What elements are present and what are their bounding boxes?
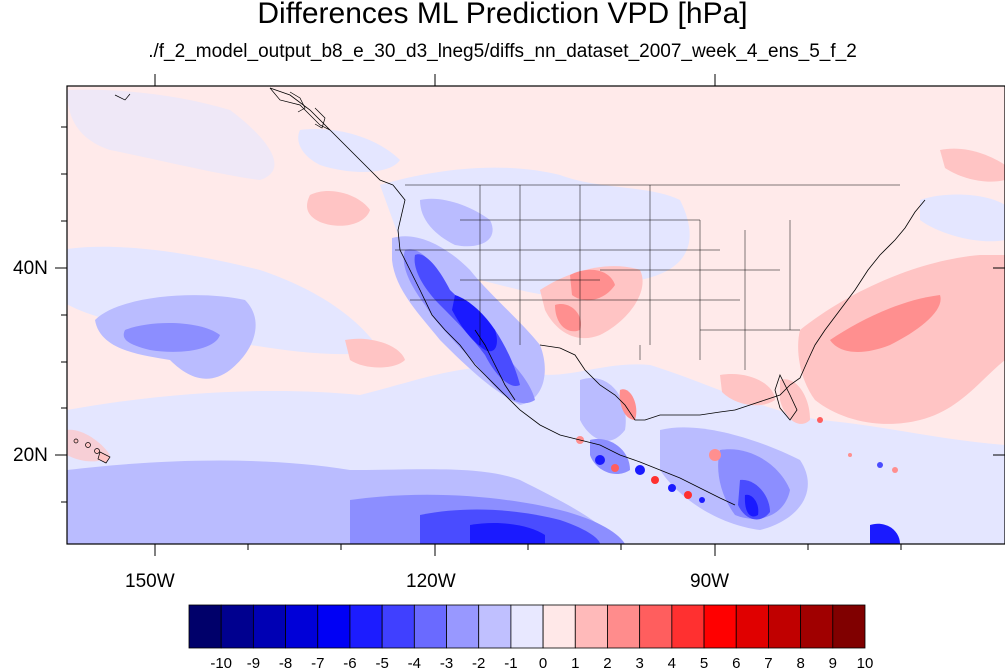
axis-ticks bbox=[55, 74, 1005, 556]
colorbar-swatch bbox=[285, 604, 319, 649]
colorbar-swatch bbox=[671, 604, 705, 649]
hawaii-islands bbox=[73, 438, 111, 464]
colorbar-tick-label: 8 bbox=[796, 655, 805, 672]
colorbar-tick-label: -5 bbox=[375, 655, 389, 672]
colorbar-tick-label: -1 bbox=[504, 655, 518, 672]
colorbar-tick-label: 4 bbox=[667, 655, 677, 672]
lat-label-40n: 40N bbox=[13, 258, 48, 279]
colorbar-tick-label: -4 bbox=[407, 655, 421, 672]
colorbar bbox=[188, 604, 866, 649]
colorbar-swatch bbox=[639, 604, 673, 649]
colorbar-tick-label: 9 bbox=[828, 655, 837, 672]
map-subtitle: ./f_2_model_output_b8_e_30_d3_lneg5/diff… bbox=[148, 41, 857, 62]
lon-label-120w: 120W bbox=[406, 571, 456, 592]
colorbar-tick-label: -2 bbox=[472, 655, 486, 672]
northern-coast bbox=[114, 87, 331, 131]
colorbar-tick-label: -9 bbox=[246, 655, 261, 672]
colorbar-tick-label: -3 bbox=[439, 655, 454, 672]
colorbar-swatch bbox=[478, 604, 512, 649]
colorbar-swatch bbox=[800, 604, 834, 649]
data-field bbox=[67, 87, 1005, 544]
colorbar-swatch bbox=[832, 604, 866, 649]
colorbar-swatch bbox=[413, 604, 447, 649]
colorbar-swatch bbox=[735, 604, 769, 649]
colorbar-tick-label: -8 bbox=[278, 655, 293, 672]
map-title: Differences ML Prediction VPD [hPa] bbox=[257, 0, 748, 30]
colorbar-swatch bbox=[542, 604, 576, 649]
colorbar-swatch bbox=[446, 604, 480, 649]
colorbar-tick-label: 5 bbox=[699, 655, 709, 672]
colorbar-swatch bbox=[703, 604, 737, 649]
lat-label-20n: 20N bbox=[13, 445, 48, 466]
colorbar-tick-label: 7 bbox=[764, 655, 773, 672]
lon-label-150w: 150W bbox=[125, 571, 175, 592]
deep-blue-regions bbox=[452, 295, 900, 544]
colorbar-tick-label: -10 bbox=[210, 655, 233, 672]
coastlines bbox=[269, 87, 926, 506]
colorbar-swatch bbox=[574, 604, 608, 649]
colorbar-swatch bbox=[510, 604, 544, 649]
lon-label-90w: 90W bbox=[690, 571, 730, 592]
colorbar-tick-label: 10 bbox=[856, 655, 874, 672]
state-borders bbox=[395, 184, 900, 370]
colorbar-tick-label: -7 bbox=[311, 655, 325, 672]
colorbar-swatch bbox=[607, 604, 641, 649]
colorbar-tick-label: 6 bbox=[732, 655, 741, 672]
colorbar-swatch bbox=[349, 604, 383, 649]
colorbar-tick-label: 0 bbox=[538, 655, 548, 672]
colorbar-swatch bbox=[381, 604, 415, 649]
colorbar-tick-label: 3 bbox=[635, 655, 644, 672]
colorbar-swatch bbox=[252, 604, 286, 649]
colorbar-swatch bbox=[317, 604, 351, 649]
speckle-features bbox=[576, 417, 898, 503]
colorbar-tick-label: -6 bbox=[343, 655, 357, 672]
colorbar-tick-label: 2 bbox=[603, 655, 612, 672]
colorbar-tick-label: 1 bbox=[571, 655, 580, 672]
colorbar-swatch bbox=[188, 604, 222, 649]
red-regions bbox=[555, 269, 941, 420]
colorbar-swatch bbox=[220, 604, 254, 649]
colorbar-swatch bbox=[768, 604, 802, 649]
